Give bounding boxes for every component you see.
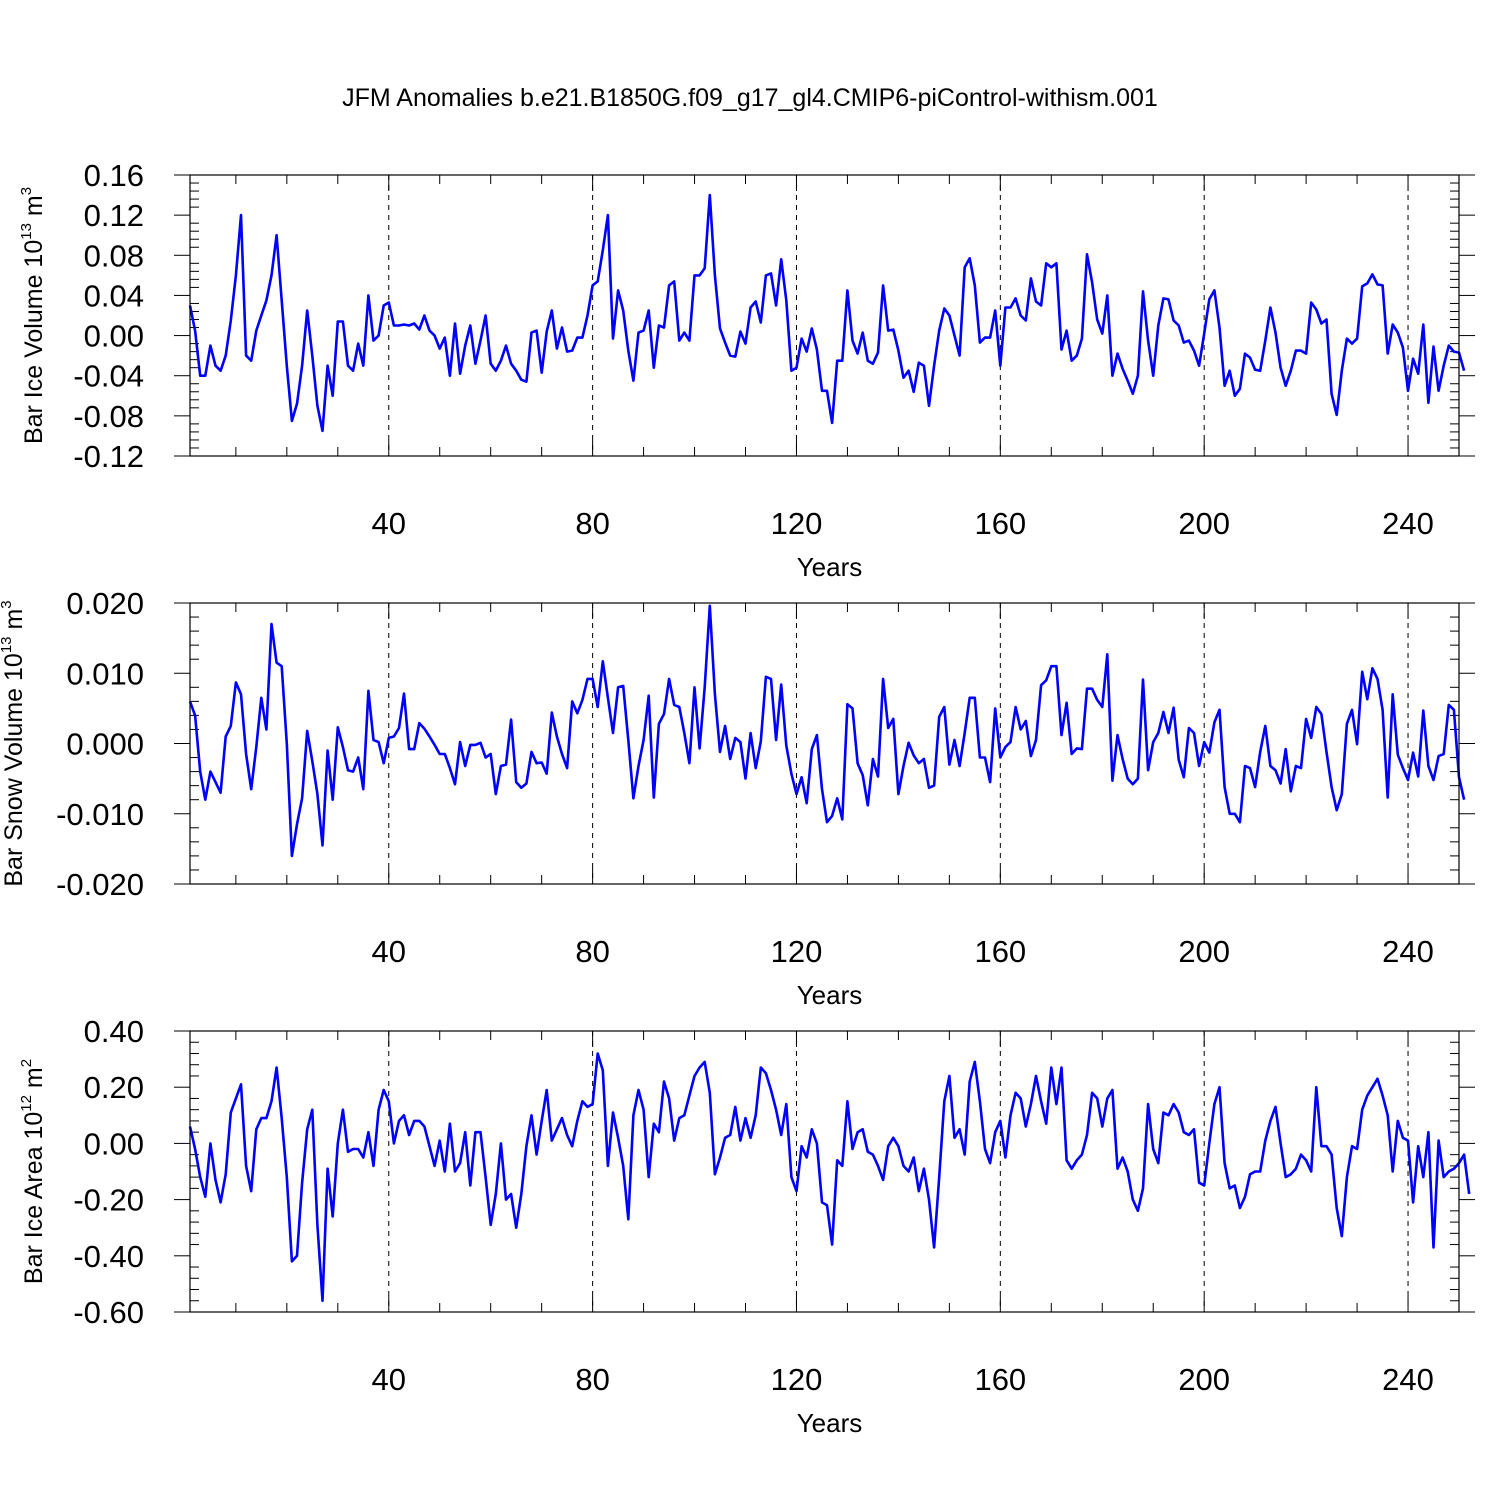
series-line [188,1052,1471,1303]
x-tick-label: 200 [1178,506,1230,541]
plot-frame [189,1030,1460,1313]
y-axis-label: Bar Snow Volume 1013 m3 [0,600,28,886]
y-tick-label: 0.00 [84,319,144,354]
y-tick-label: 0.020 [66,586,144,621]
y-tick-label: 0.12 [84,198,144,233]
y-tick-label: -0.20 [73,1183,144,1218]
chart-panel-1: -0.12 -0.08 -0.04 0.00 0.04 0.08 0.12 0.16 40 80 1… [18,158,1475,582]
x-tick-label: 120 [771,934,823,969]
y-tick-label: 0.010 [66,656,144,691]
y-tick-label: 0.40 [84,1014,144,1049]
x-tick-label: 40 [372,934,406,969]
x-tick-label: 200 [1178,934,1230,969]
x-axis-label: Years [797,552,863,582]
x-tick-label: 240 [1382,1362,1434,1397]
chart-panel-2: -0.020 -0.010 0.000 0.010 0.020 40 80 120 160 200… [0,586,1475,1010]
x-tick-label: 160 [974,506,1026,541]
y-tick-label: -0.04 [73,359,144,394]
plot-frame [189,174,1460,457]
y-tick-label: 0.000 [66,727,144,762]
x-tick-label: 160 [974,934,1026,969]
series-line [188,193,1466,433]
x-tick-label: 120 [771,506,823,541]
y-tick-label: 0.00 [84,1126,144,1161]
y-axis-label: Bar Ice Volume 1013 m3 [18,187,48,444]
series-line [188,604,1466,858]
x-tick-label: 160 [974,1362,1026,1397]
x-tick-label: 80 [575,506,609,541]
x-axis-label: Years [797,1408,863,1438]
plot-frame [189,602,1460,885]
y-tick-label: -0.020 [56,867,144,902]
x-tick-label: 40 [372,506,406,541]
y-tick-label: 0.04 [84,278,144,313]
x-tick-label: 40 [372,1362,406,1397]
chart-title: JFM Anomalies b.e21.B1850G.f09_g17_gl4.C… [342,84,1158,112]
x-tick-label: 120 [771,1362,823,1397]
x-tick-label: 240 [1382,934,1434,969]
chart-panel-3: -0.60 -0.40 -0.20 0.00 0.20 0.40 40 80 120 160 200… [18,1014,1475,1438]
x-tick-label: 80 [575,934,609,969]
y-tick-label: -0.12 [73,439,144,474]
y-tick-label: -0.010 [56,797,144,832]
x-tick-label: 80 [575,1362,609,1397]
y-tick-label: -0.60 [73,1295,144,1330]
x-tick-label: 200 [1178,1362,1230,1397]
x-axis-label: Years [797,980,863,1010]
y-axis-label: Bar Ice Area 1012 m2 [18,1059,48,1284]
y-tick-label: 0.08 [84,238,144,273]
x-tick-label: 240 [1382,506,1434,541]
y-tick-label: 0.20 [84,1070,144,1105]
y-tick-label: 0.16 [84,158,144,193]
y-tick-label: -0.40 [73,1239,144,1274]
y-tick-label: -0.08 [73,399,144,434]
